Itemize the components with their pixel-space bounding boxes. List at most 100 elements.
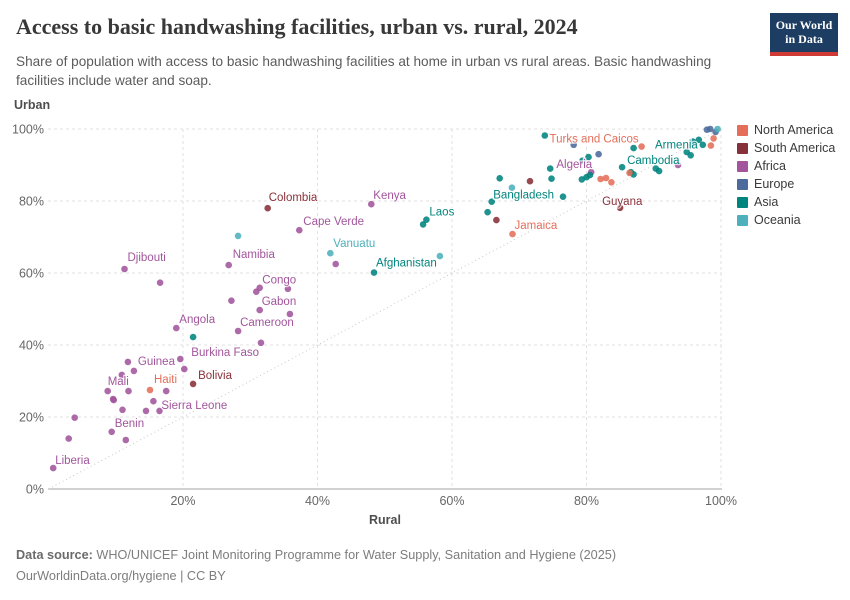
data-point[interactable]: [710, 135, 717, 142]
point-label: Gabon: [262, 296, 297, 308]
data-point[interactable]: [655, 167, 663, 175]
data-point[interactable]: [559, 193, 567, 200]
data-point[interactable]: [156, 407, 163, 415]
owid-logo[interactable]: Our World in Data: [770, 13, 838, 56]
data-point[interactable]: [423, 216, 430, 223]
legend-item-africa[interactable]: Africa: [737, 159, 835, 173]
data-point[interactable]: [162, 387, 170, 395]
scatter-plot: 0% 20% 40% 60% 80% 100% 20% 40% 60% 80% 100% Urban R…: [12, 98, 737, 527]
point-label: Congo: [262, 275, 296, 287]
data-point[interactable]: [570, 141, 577, 149]
data-point[interactable]: [121, 265, 128, 273]
data-point[interactable]: [714, 125, 721, 133]
data-point[interactable]: [509, 230, 516, 238]
data-point[interactable]: [110, 396, 117, 404]
data-point[interactable]: [65, 435, 72, 442]
data-point[interactable]: [436, 252, 444, 260]
data-point[interactable]: [546, 165, 554, 172]
data-point[interactable]: [173, 324, 180, 332]
data-point[interactable]: [234, 327, 242, 335]
data-point[interactable]: [118, 371, 126, 379]
data-point[interactable]: [225, 261, 232, 269]
legend-item-north-america[interactable]: North America: [737, 123, 835, 137]
legend-item-oceania[interactable]: Oceania: [737, 213, 835, 227]
footer-license[interactable]: OurWorldinData.org/hygiene | CC BY: [16, 568, 226, 583]
data-point[interactable]: [626, 169, 633, 177]
data-point[interactable]: [608, 179, 615, 186]
data-point[interactable]: [630, 144, 637, 152]
data-point[interactable]: [104, 387, 111, 395]
point-label: Djibouti: [128, 252, 166, 264]
data-point[interactable]: [602, 174, 610, 182]
data-point[interactable]: [256, 284, 264, 292]
legend-item-europe[interactable]: Europe: [737, 177, 835, 191]
data-point[interactable]: [548, 175, 555, 182]
legend-label: Africa: [754, 159, 786, 173]
x-tick-label: 100%: [705, 494, 737, 508]
point-label: Kenya: [373, 190, 406, 202]
data-point[interactable]: [332, 260, 340, 268]
data-point[interactable]: [585, 153, 592, 161]
data-point[interactable]: [674, 161, 682, 169]
data-point[interactable]: [597, 175, 604, 183]
data-point[interactable]: [488, 198, 496, 205]
data-point[interactable]: [150, 397, 157, 405]
data-point[interactable]: [579, 157, 586, 164]
data-point[interactable]: [493, 216, 500, 224]
data-point[interactable]: [122, 436, 130, 444]
data-point[interactable]: [256, 306, 264, 314]
legend-label: Europe: [754, 177, 795, 191]
data-point[interactable]: [71, 414, 78, 422]
data-point[interactable]: [687, 152, 694, 159]
point-label: Jamaica: [515, 220, 558, 232]
data-point[interactable]: [484, 208, 491, 216]
data-point[interactable]: [595, 150, 602, 158]
data-point[interactable]: [130, 367, 138, 375]
data-point[interactable]: [189, 380, 197, 388]
data-point[interactable]: [142, 407, 150, 415]
data-point[interactable]: [699, 141, 707, 149]
data-point[interactable]: [618, 163, 626, 171]
data-point[interactable]: [177, 355, 184, 363]
data-point[interactable]: [286, 310, 294, 318]
data-point[interactable]: [508, 184, 516, 191]
data-point[interactable]: [189, 333, 197, 341]
data-point[interactable]: [228, 297, 235, 305]
data-point[interactable]: [541, 132, 549, 139]
data-point[interactable]: [706, 125, 714, 133]
data-point[interactable]: [707, 142, 715, 149]
data-point[interactable]: [496, 175, 504, 182]
legend-swatch: [737, 196, 748, 208]
data-point[interactable]: [156, 279, 164, 287]
data-point[interactable]: [368, 200, 375, 208]
data-point[interactable]: [370, 269, 378, 276]
data-point[interactable]: [234, 232, 242, 240]
legend-item-asia[interactable]: Asia: [737, 195, 835, 209]
data-point[interactable]: [616, 204, 624, 212]
data-point[interactable]: [284, 285, 292, 293]
data-point[interactable]: [689, 138, 697, 145]
data-point[interactable]: [108, 428, 115, 436]
data-point[interactable]: [638, 143, 645, 150]
data-point[interactable]: [124, 358, 132, 366]
legend-item-south-america[interactable]: South America: [737, 141, 835, 155]
data-point[interactable]: [327, 249, 334, 257]
data-point[interactable]: [146, 386, 154, 394]
data-point[interactable]: [257, 339, 265, 347]
point-label: Laos: [429, 207, 454, 219]
legend-swatch: [737, 160, 748, 172]
data-point[interactable]: [586, 171, 594, 179]
data-point[interactable]: [125, 387, 132, 395]
parity-line: [48, 128, 722, 490]
data-point[interactable]: [119, 406, 126, 414]
data-point[interactable]: [526, 177, 534, 185]
data-point[interactable]: [296, 226, 303, 234]
point-label: Benin: [115, 418, 144, 430]
data-point[interactable]: [181, 365, 188, 373]
data-point[interactable]: [264, 204, 272, 212]
data-point[interactable]: [695, 136, 703, 144]
point-label: Vanuatu: [333, 238, 375, 250]
x-tick-label: 20%: [170, 494, 195, 508]
data-point[interactable]: [419, 221, 427, 228]
data-point[interactable]: [49, 464, 57, 472]
